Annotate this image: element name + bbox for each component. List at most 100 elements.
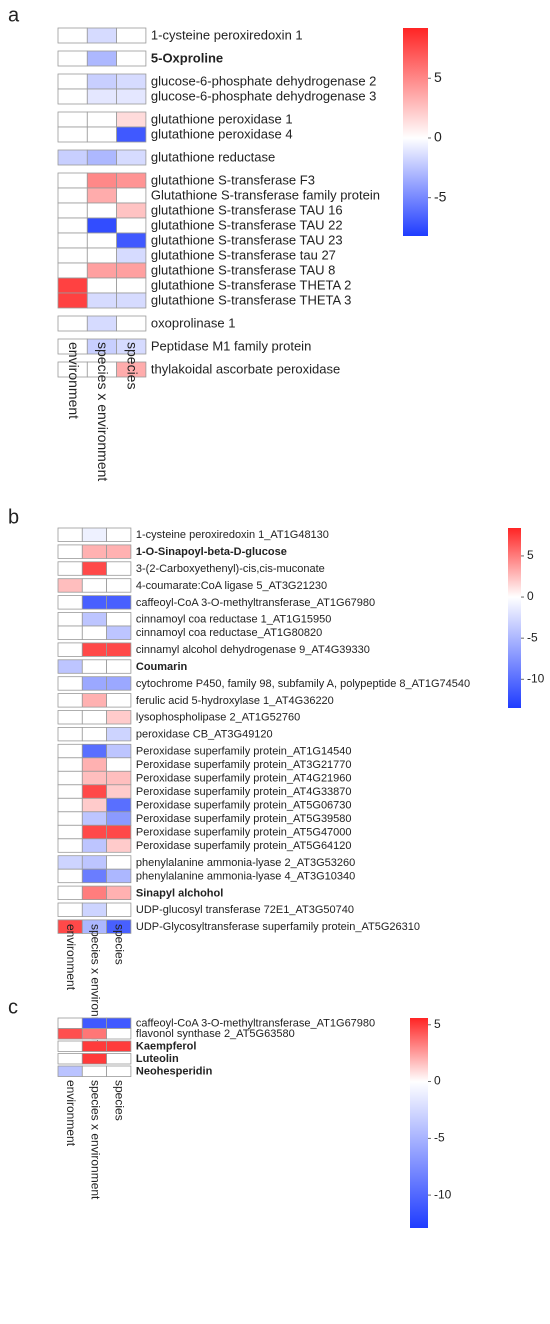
column-label: species x environment [88,1080,102,1200]
heat-cell [57,855,83,870]
heat-cell [57,797,83,813]
column-label: environment [66,342,82,419]
heat-cell [106,885,132,900]
heat-cell [106,855,132,870]
colorbar-tick-label: -5 [434,1130,445,1144]
panel-label: c [8,996,18,1018]
row-label: 1-cysteine peroxiredoxin 1 [151,27,303,42]
heat-cell [86,217,118,234]
row-label: Peroxidase superfamily protein_AT5G06730 [136,799,352,811]
row-label: 5-Oxproline [151,50,223,65]
colorbar-tick-label: 5 [434,1017,441,1031]
heat-cell [106,1065,132,1077]
heat-cell [81,824,108,840]
heat-cell [106,544,132,559]
heat-cell [106,902,132,917]
heat-cell [81,625,108,640]
row-label: Neohesperidin [136,1066,213,1078]
colorbar-tick-label: -10 [434,1187,452,1201]
heat-cell [57,187,88,204]
column-label: species [113,1080,127,1121]
row-label: glutathione S-transferase TAU 22 [151,217,343,232]
heat-cell [106,770,132,786]
heat-cell [116,217,147,234]
column-label: species [113,924,127,965]
heat-cell [57,1017,83,1029]
heat-cell [57,277,88,294]
colorbar-tick-label: 5 [527,548,534,562]
heat-cell [81,693,108,708]
heat-cell [81,676,108,691]
heat-cell [86,88,118,105]
heat-cell [57,727,83,742]
heat-cell [106,838,132,853]
row-label: 3-(2-Carboxyethenyl)-cis,cis-muconate [136,563,325,575]
heat-cell [81,784,108,799]
row-label: cinnamoyl coa reductase 1_AT1G15950 [136,614,331,626]
colorbar [410,1018,428,1228]
heat-cell [106,595,132,610]
panel-label: a [8,4,20,26]
heat-cell [57,247,88,264]
heat-cell [81,1028,108,1040]
heat-cell [106,710,132,725]
heat-cell [57,710,83,725]
heat-cell [57,784,83,799]
heat-cell [116,202,147,219]
row-label: caffeoyl-CoA 3-O-methyltransferase_AT1G6… [136,1018,375,1030]
heat-cell [81,868,108,884]
heat-cell [57,217,88,234]
heat-cell [81,595,108,610]
heat-cell [57,561,83,576]
heat-cell [116,27,147,44]
row-label: Peroxidase superfamily protein_AT5G64120 [136,840,352,852]
row-label: cinnamyl alcohol dehydrogenase 9_AT4G393… [136,644,370,656]
heat-cell [57,315,88,332]
row-label: Glutathione S-transferase family protein [151,187,380,202]
row-label: Coumarin [136,661,188,673]
row-label: glucose-6-phosphate dehydrogenase 2 [151,73,377,88]
heat-cell [81,727,108,742]
heat-cell [81,797,108,813]
row-label: Peptidase M1 family protein [151,338,311,353]
heat-cell [116,172,147,189]
heat-cell [81,1017,108,1029]
heat-cell [57,172,88,189]
heat-cell [116,338,147,355]
row-label: peroxidase CB_AT3G49120 [136,729,273,741]
heat-cell [106,659,132,674]
heat-cell [81,578,108,593]
heat-cell [86,73,118,90]
heat-cell [57,1065,83,1077]
column-label: environment [64,1080,78,1147]
heat-cell [86,232,118,249]
heat-cell [57,612,83,627]
heat-cell [57,1040,83,1052]
row-label: Peroxidase superfamily protein_AT3G21770 [136,759,352,771]
row-label: glutathione S-transferase TAU 16 [151,202,343,217]
row-label: Kaempferol [136,1041,197,1053]
row-label: glutathione reductase [151,149,275,164]
heat-cell [106,1053,132,1065]
heat-cell [57,743,83,759]
heat-cell [81,1065,108,1077]
heat-cell [57,88,88,105]
row-label: glutathione peroxidase 1 [151,111,293,126]
heat-cell [57,50,88,67]
heat-cell [116,247,147,264]
heat-cell [86,172,118,189]
heat-cell [57,770,83,786]
heat-cell [116,262,147,279]
row-label: glutathione peroxidase 4 [151,126,293,141]
heat-cell [116,187,147,204]
row-label: Peroxidase superfamily protein_AT1G14540 [136,745,352,757]
heat-cell [86,111,118,128]
heat-cell [86,126,118,143]
colorbar-tick-label: 0 [527,589,534,603]
heat-cell [106,743,132,759]
heat-cell [81,544,108,559]
heat-cell [57,693,83,708]
row-label: glutathione S-transferase THETA 2 [151,277,351,292]
heat-cell [86,277,118,294]
